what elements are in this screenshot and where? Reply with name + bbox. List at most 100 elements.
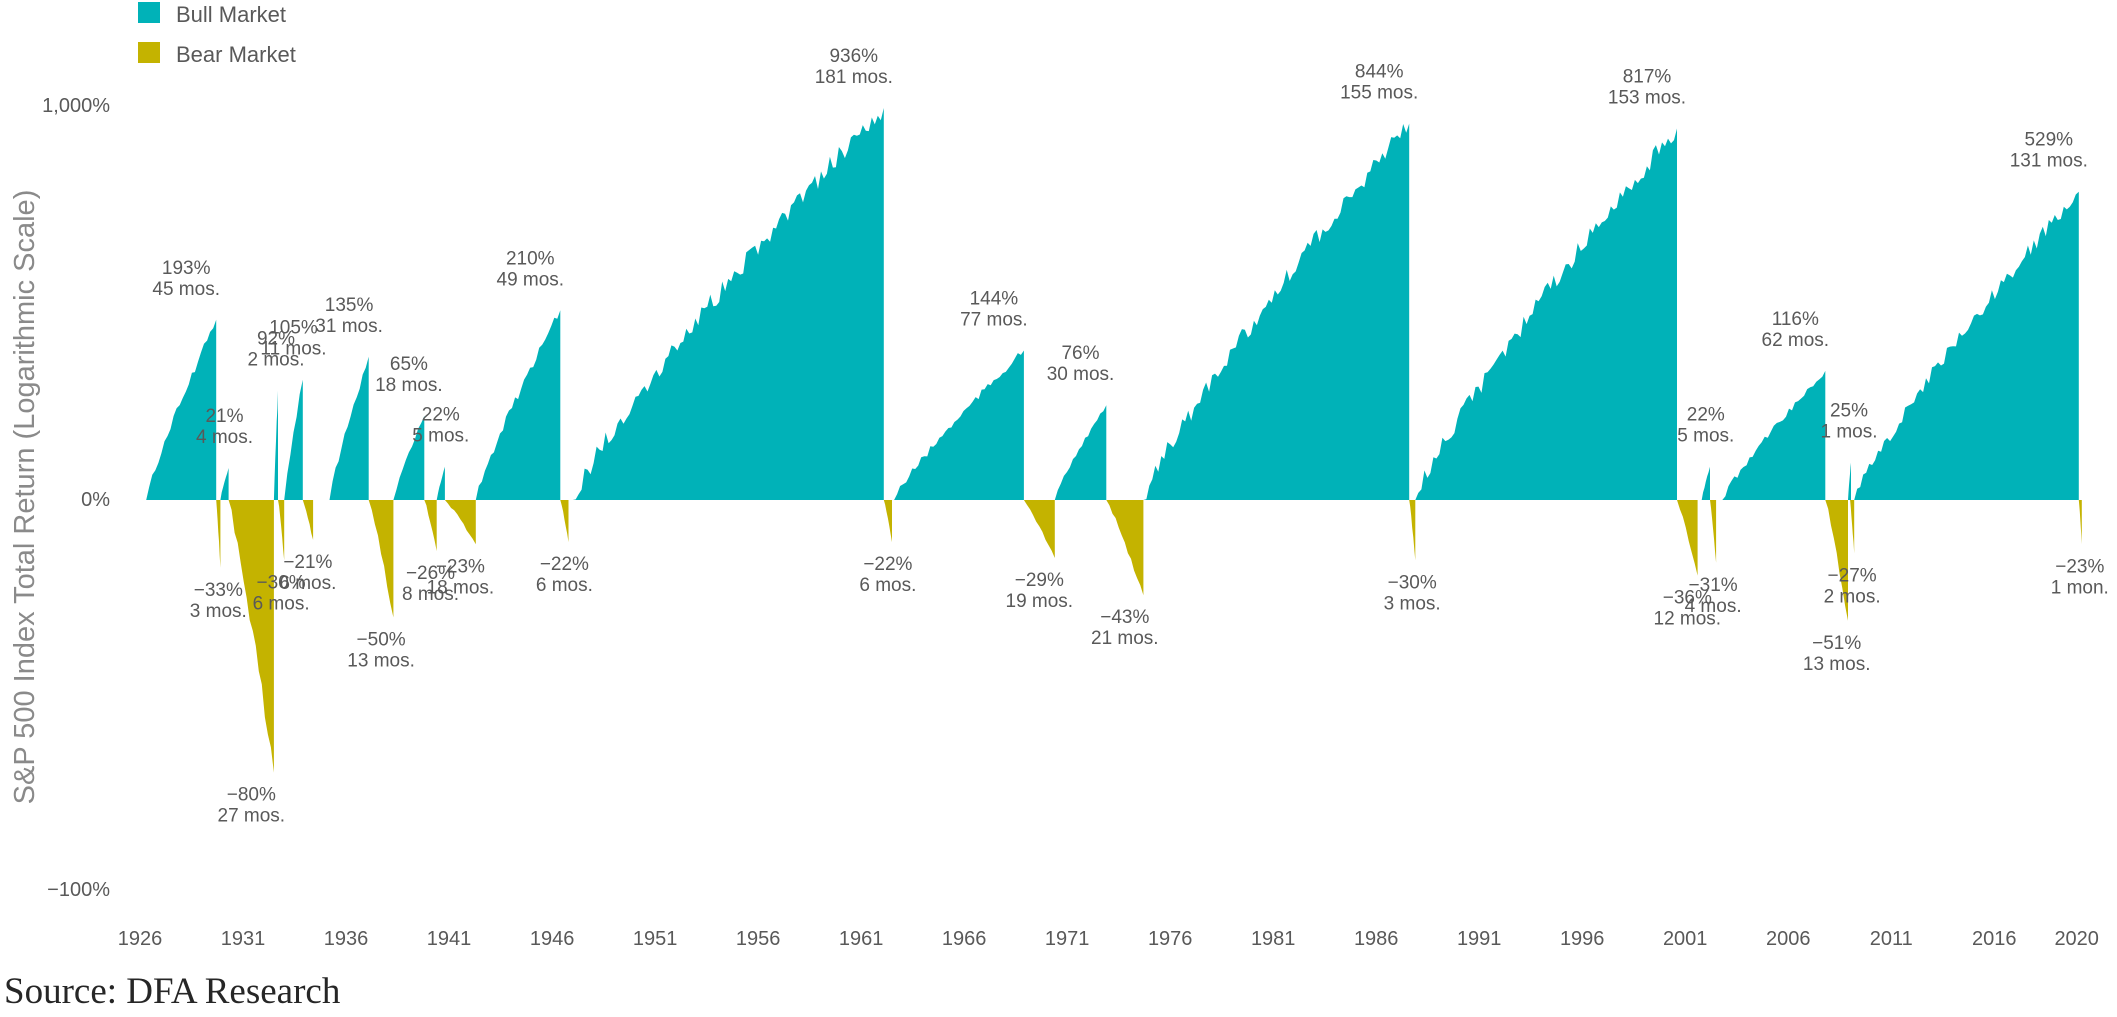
bull-return-label: 92% <box>257 329 295 350</box>
bear-market-area <box>883 500 892 543</box>
bear-duration-label: 18 mos. <box>427 577 495 598</box>
x-tick-label: 1971 <box>1045 928 1090 950</box>
bull-market-area <box>1848 462 1851 500</box>
bear-return-label: −33% <box>194 580 243 601</box>
bear-duration-label: 2 mos. <box>1824 586 1881 607</box>
bear-return-label: −21% <box>283 552 332 573</box>
bear-market-area <box>1677 500 1698 576</box>
x-tick-label: 2001 <box>1663 928 1708 950</box>
y-tick-label: 0% <box>81 489 110 511</box>
legend-swatch-bear <box>138 42 160 63</box>
bull-duration-label: 49 mos. <box>497 269 565 290</box>
bull-market-area <box>273 390 278 500</box>
bear-return-label: −23% <box>2055 556 2104 577</box>
bull-duration-label: 131 mos. <box>2010 151 2088 172</box>
bull-return-label: 144% <box>970 289 1019 310</box>
bull-return-label: 210% <box>506 248 555 269</box>
bull-return-label: 116% <box>1772 309 1819 330</box>
bull-duration-label: 11 mos. <box>260 339 326 360</box>
bear-return-label: −51% <box>1812 633 1861 654</box>
bear-return-label: −22% <box>863 554 912 575</box>
bull-duration-label: 45 mos. <box>152 279 220 300</box>
bull-duration-label: 77 mos. <box>960 310 1028 331</box>
bear-duration-label: 1 mon. <box>2051 577 2109 598</box>
x-tick-label: 1931 <box>221 928 266 950</box>
annotations: 193%45 mos.21%4 mos.92%2 mos.105%11 mos.… <box>152 46 2108 827</box>
bear-return-label: −23% <box>436 556 485 577</box>
y-tick-label: 1,000% <box>42 95 110 117</box>
bull-market-area <box>1054 405 1107 500</box>
bear-return-label: −36% <box>1663 588 1712 609</box>
bear-market-area <box>444 500 476 545</box>
bear-return-label: −22% <box>540 554 589 575</box>
bear-duration-label: 6 mos. <box>536 575 593 596</box>
bear-return-label: −30% <box>257 572 306 593</box>
bear-duration-label: 3 mos. <box>1384 593 1441 614</box>
bull-market-area <box>329 356 369 500</box>
bull-return-label: 193% <box>162 258 211 279</box>
bull-duration-label: 2 mos. <box>247 350 304 371</box>
bear-return-label: −27% <box>1828 565 1877 586</box>
x-tick-label: 1966 <box>942 928 987 950</box>
bull-market-area <box>1701 466 1710 500</box>
bear-duration-label: 12 mos. <box>1654 609 1722 630</box>
bear-return-label: −43% <box>1100 607 1149 628</box>
bear-market-area <box>228 500 274 773</box>
bull-duration-label: 18 mos. <box>375 375 443 396</box>
x-tick-label: 2006 <box>1766 928 1811 950</box>
bear-return-label: −50% <box>357 629 406 650</box>
bull-return-label: 65% <box>390 354 428 375</box>
market-cycles-chart: Bull Market Bear Market S&P 500 Index To… <box>9 2 2109 950</box>
x-tick-label: 1981 <box>1251 928 1296 950</box>
bull-market-area <box>284 379 303 500</box>
x-tick-label: 1961 <box>839 928 884 950</box>
bear-market-area <box>302 500 314 540</box>
bull-return-label: 21% <box>205 406 243 427</box>
bear-market-area <box>560 500 569 543</box>
bull-market-area <box>1415 128 1677 500</box>
bear-duration-label: 13 mos. <box>1803 654 1871 675</box>
bull-market-area <box>572 108 884 500</box>
bear-return-label: −31% <box>1689 575 1738 596</box>
bull-duration-label: 62 mos. <box>1762 330 1830 351</box>
bull-market-area <box>393 416 425 500</box>
bull-duration-label: 155 mos. <box>1340 83 1418 104</box>
bull-market-area <box>1854 191 2079 500</box>
bull-return-label: 817% <box>1623 67 1672 88</box>
x-tick-label: 1941 <box>427 928 472 950</box>
x-tick-label: 1991 <box>1457 928 1502 950</box>
source-caption: Source: DFA Research <box>4 971 341 1012</box>
legend-swatch-bull <box>138 2 160 23</box>
bull-return-label: 22% <box>1687 405 1725 426</box>
x-tick-label: 1926 <box>118 928 163 950</box>
bear-duration-label: 19 mos. <box>1006 591 1074 612</box>
bull-return-label: 135% <box>325 295 374 316</box>
bear-market-area <box>2078 500 2082 545</box>
bear-duration-label: 13 mos. <box>347 650 415 671</box>
bear-duration-label: 6 mos. <box>859 575 916 596</box>
bear-market-area <box>424 500 437 551</box>
x-tick-label: 1996 <box>1560 928 1605 950</box>
bear-market-area <box>216 500 221 568</box>
y-tick-label: −100% <box>47 879 110 901</box>
bull-return-label: 844% <box>1355 62 1404 83</box>
legend-label-bear: Bear Market <box>176 42 296 67</box>
x-tick-label: 2016 <box>1972 928 2017 950</box>
bear-market-area <box>1825 500 1848 621</box>
bear-market-area <box>1710 500 1717 563</box>
bull-return-label: 936% <box>829 46 878 67</box>
x-tick-label: 1986 <box>1354 928 1399 950</box>
bull-return-label: 105% <box>269 318 318 339</box>
bear-return-label: −29% <box>1015 570 1064 591</box>
x-tick-label: 1951 <box>633 928 678 950</box>
bull-market-area <box>1722 370 1826 500</box>
x-tick-label: 2020 <box>2054 928 2099 950</box>
bear-duration-label: 8 mos. <box>402 584 459 605</box>
bull-return-label: 22% <box>422 405 460 426</box>
bull-duration-label: 30 mos. <box>1047 364 1115 385</box>
bull-market-area <box>894 350 1024 500</box>
bull-market-area <box>220 468 229 500</box>
bull-market-area <box>146 319 217 500</box>
bull-return-label: 529% <box>2024 130 2073 151</box>
bull-duration-label: 5 mos. <box>1677 426 1734 447</box>
